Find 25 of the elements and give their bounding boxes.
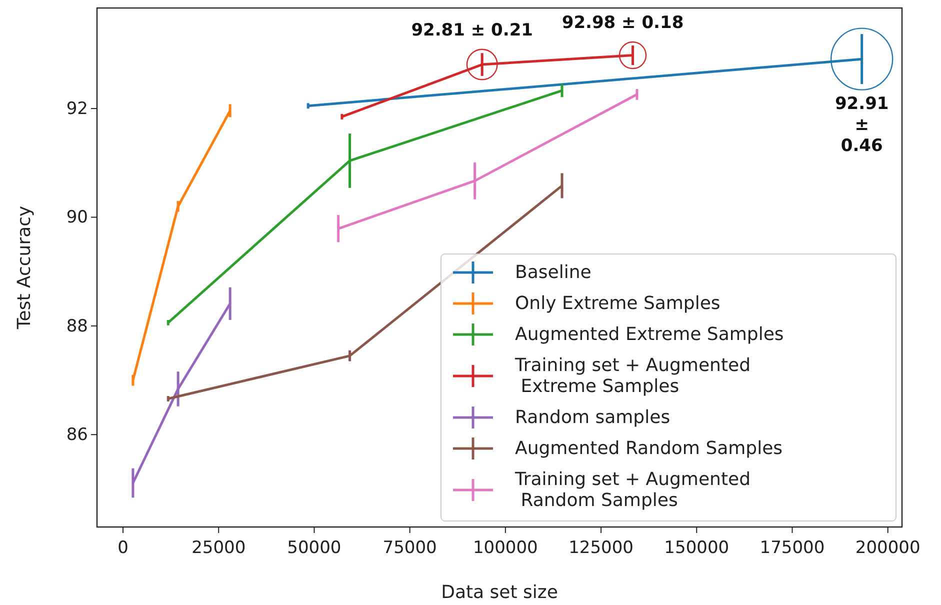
annotation: 92.98 ± 0.18 (562, 13, 684, 34)
legend-label: Baseline (515, 262, 592, 283)
x-axis-title: Data set size (441, 582, 558, 603)
x-tick-label: 175000 (760, 538, 825, 558)
legend-label: Only Extreme Samples (515, 293, 720, 314)
x-tick-label: 150000 (664, 538, 730, 558)
x-tick-label: 75000 (382, 538, 437, 558)
y-tick-label: 86 (66, 425, 88, 446)
annotation: 92.91 ± 0.46 (834, 94, 889, 156)
annotation: 92.81 ± 0.21 (411, 20, 534, 40)
y-axis-title: Test Accuracy (14, 205, 35, 330)
x-tick-label: 0 (118, 538, 128, 558)
x-tick-label: 50000 (287, 538, 342, 558)
x-tick-label: 100000 (472, 538, 538, 558)
x-tick-label: 125000 (568, 538, 634, 558)
y-tick-label: 88 (66, 316, 88, 336)
legend-label: Training set + Augmented Extreme Samples (514, 355, 751, 397)
legend-label: Random samples (515, 407, 670, 428)
x-tick-label: 25000 (192, 538, 246, 558)
legend-label: Augmented Random Samples (515, 438, 783, 459)
legend-label: Augmented Extreme Samples (515, 324, 784, 345)
y-tick-label: 90 (66, 208, 88, 228)
x-tick-label: 200000 (855, 538, 920, 558)
y-tick-label: 92 (66, 98, 88, 119)
legend-label: Training set + Augmented Random Samples (514, 469, 751, 511)
